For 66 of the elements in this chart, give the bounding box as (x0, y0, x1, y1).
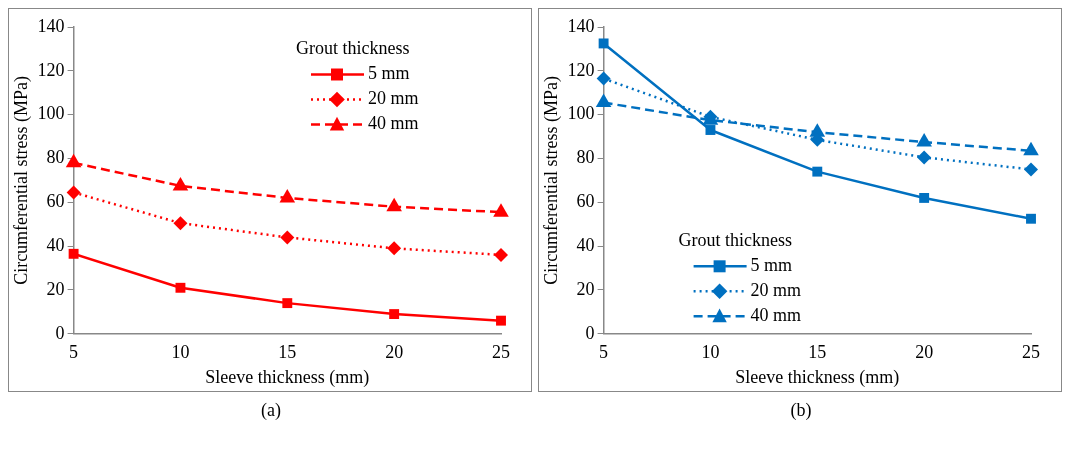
y-tick-label: 140 (37, 15, 65, 36)
point (279, 188, 296, 203)
point (916, 133, 932, 147)
legend-label: 20 mm (750, 280, 802, 301)
legend-label: 40 mm (368, 113, 419, 134)
y-tick-label: 120 (37, 59, 65, 80)
x-tick-label: 10 (171, 342, 190, 363)
x-tick-label: 20 (915, 342, 934, 363)
point (596, 71, 611, 86)
y-tick-label: 140 (567, 15, 595, 36)
y-tick-label: 80 (46, 147, 65, 168)
legend-title: Grout thickness (296, 38, 410, 59)
point (172, 176, 189, 191)
x-tick-label: 25 (492, 342, 510, 363)
point (812, 166, 823, 177)
y-axis-title: Circumferential stress (MPa) (10, 75, 32, 285)
y-tick-label: 60 (576, 191, 595, 212)
point (173, 216, 188, 231)
x-tick-label: 25 (1022, 342, 1040, 363)
y-tick-label: 80 (576, 147, 595, 168)
y-tick-label: 20 (576, 278, 595, 299)
y-tick-label: 60 (46, 191, 65, 212)
y-tick-label: 20 (46, 278, 65, 299)
point (496, 315, 506, 326)
y-tick-label: 100 (37, 103, 65, 124)
point (1024, 162, 1038, 177)
y-tick-label: 100 (567, 103, 595, 124)
legend-label: 20 mm (368, 88, 419, 109)
x-tick-label: 5 (599, 342, 609, 363)
legend-title: Grout thickness (678, 230, 793, 251)
legend-label: 40 mm (750, 305, 802, 326)
point (68, 248, 79, 259)
y-tick-label: 0 (585, 322, 595, 343)
point (175, 282, 186, 293)
point (65, 153, 82, 168)
point (387, 241, 402, 256)
legend-label: 5 mm (368, 63, 410, 84)
point (280, 230, 295, 245)
x-tick-label: 20 (385, 342, 404, 363)
x-tick-label: 5 (69, 342, 79, 363)
x-tick-label: 15 (808, 342, 827, 363)
point (919, 192, 930, 203)
point (598, 38, 609, 49)
point (494, 247, 508, 262)
y-tick-label: 40 (46, 234, 65, 255)
y-tick-label: 40 (576, 234, 595, 255)
x-axis-title: Sleeve thickness (mm) (205, 366, 370, 388)
point (595, 93, 612, 108)
x-tick-label: 15 (278, 342, 297, 363)
point (66, 185, 81, 200)
legend-label: 5 mm (750, 255, 793, 276)
y-tick-label: 0 (55, 322, 65, 343)
point (389, 309, 400, 320)
x-tick-label: 10 (701, 342, 720, 363)
text: (a) (260, 400, 282, 421)
point (1026, 213, 1036, 224)
point (917, 150, 932, 165)
point (282, 298, 293, 309)
text: (b) (789, 400, 813, 421)
y-tick-label: 120 (567, 59, 595, 80)
point (1023, 141, 1039, 156)
point (493, 203, 509, 217)
x-axis-title: Sleeve thickness (mm) (735, 366, 900, 388)
point (705, 125, 716, 135)
point (386, 197, 402, 212)
y-axis-title: Circumferential stress (MPa) (540, 75, 562, 285)
